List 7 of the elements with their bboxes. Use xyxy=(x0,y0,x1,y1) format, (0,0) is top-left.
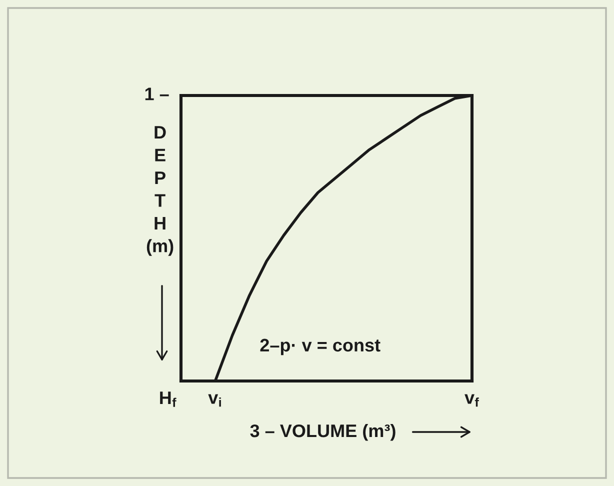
text: H$_{f}$ xyxy=(160,392,176,407)
x-axis-title: 3 – VOLUME (m³) xyxy=(250,424,396,441)
x-tick-label: v$_{f}$ xyxy=(464,394,479,407)
x-tick-label: v$_{i}$ xyxy=(208,394,221,407)
annotation: 2–p· v = const xyxy=(260,338,380,356)
y-axis-title: DEPTH (m) xyxy=(146,126,174,256)
text: 1 – xyxy=(145,88,169,100)
